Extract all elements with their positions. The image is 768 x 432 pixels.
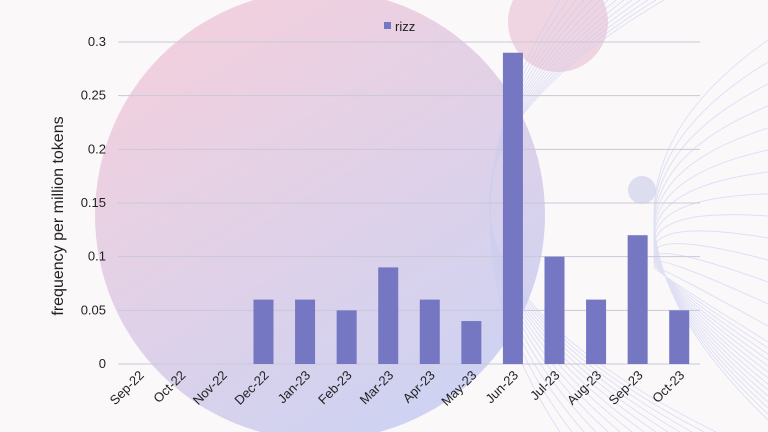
bar [502,52,523,364]
legend-swatch [384,22,391,29]
bar [295,299,316,364]
y-tick-label: 0.1 [88,249,106,264]
x-tick-label: Sep-22 [107,368,147,408]
x-tick-label: Oct-23 [649,368,687,406]
bar [544,256,565,364]
y-tick-label: 0.15 [81,195,106,210]
bar [669,310,690,364]
y-tick-label: 0.2 [88,141,106,156]
gridlines [118,41,700,365]
bar [586,299,607,364]
bar [419,299,440,364]
x-tick-label: Aug-23 [564,368,604,408]
bar [336,310,357,364]
bars [253,52,690,364]
bar [253,299,274,364]
bar [627,235,648,364]
bar [461,321,482,364]
background-decoration [95,0,768,432]
legend-label: rizz [395,19,415,34]
x-tick-label: Jun-23 [482,368,521,407]
bar [378,267,399,364]
y-axis-title: frequency per million tokens [50,116,67,315]
y-tick-label: 0.05 [81,302,106,317]
y-axis-ticks: 0 0.05 0.1 0.15 0.2 0.25 0.3 [81,34,106,371]
legend: rizz [384,19,415,34]
y-tick-label: 0.3 [88,34,106,49]
y-tick-label: 0.25 [81,88,106,103]
y-tick-label: 0 [99,356,106,371]
